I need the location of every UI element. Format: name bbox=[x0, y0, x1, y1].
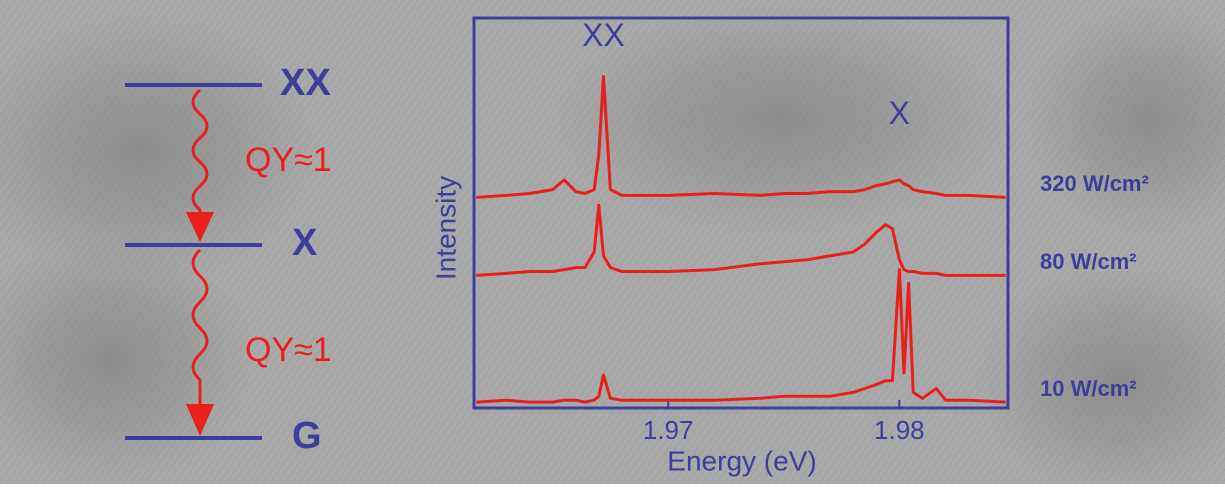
peak-label: XX bbox=[582, 17, 625, 53]
legend-label: 320 W/cm² bbox=[1040, 171, 1149, 196]
y-axis-label: Intensity bbox=[430, 176, 461, 280]
x-axis-label: Energy (eV) bbox=[667, 445, 816, 476]
yield-label: QY≈1 bbox=[245, 141, 332, 179]
level-label: XX bbox=[280, 62, 331, 104]
x-tick-label: 1.98 bbox=[874, 415, 925, 445]
level-label: X bbox=[292, 222, 318, 264]
legend-label: 10 W/cm² bbox=[1040, 376, 1137, 401]
legend-label: 80 W/cm² bbox=[1040, 249, 1137, 274]
figure: XX X G QY≈1 QY≈1 1.97 1.98 Energy (eV) Inte… bbox=[0, 0, 1225, 484]
x-tick-label: 1.97 bbox=[643, 415, 694, 445]
particle bbox=[560, 10, 1000, 230]
yield-label: QY≈1 bbox=[245, 331, 332, 369]
level-label: G bbox=[292, 415, 322, 457]
peak-label: X bbox=[889, 95, 910, 131]
